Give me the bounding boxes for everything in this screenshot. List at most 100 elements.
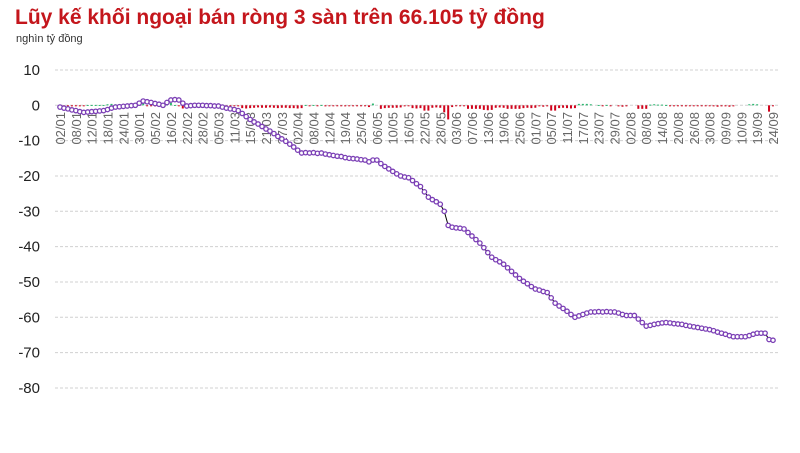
daily-bar <box>522 105 525 109</box>
x-tick-label: 07/06 <box>465 112 480 145</box>
daily-bar <box>772 105 774 107</box>
daily-bar <box>332 105 335 107</box>
daily-bar <box>720 105 723 107</box>
daily-bar <box>569 105 572 109</box>
y-tick-label: -60 <box>18 309 40 326</box>
x-tick-label: 05/07 <box>544 112 559 145</box>
daily-bar <box>356 105 359 107</box>
daily-bar <box>514 105 517 109</box>
data-point <box>235 107 242 114</box>
data-point <box>544 289 551 296</box>
daily-bar <box>601 105 604 107</box>
data-point <box>405 174 412 181</box>
x-tick-label: 29/07 <box>608 112 623 145</box>
chart-title: Lũy kế khối ngoại bán ròng 3 sàn trên 66… <box>15 6 545 29</box>
daily-bar <box>649 104 652 106</box>
daily-bar <box>324 105 327 107</box>
daily-bar <box>399 105 402 108</box>
daily-bar <box>276 105 279 109</box>
daily-bar <box>506 105 509 109</box>
x-tick-label: 19/04 <box>338 112 353 145</box>
daily-bar <box>245 105 248 109</box>
data-point <box>259 123 265 130</box>
daily-bar <box>292 105 295 109</box>
daily-bar <box>102 104 105 106</box>
data-point <box>381 163 388 170</box>
daily-bar <box>90 104 93 106</box>
daily-bar <box>344 105 347 107</box>
daily-bar <box>455 105 458 107</box>
daily-bar <box>692 105 695 107</box>
daily-bar <box>550 105 553 111</box>
daily-bar <box>526 105 529 108</box>
x-tick-label: 16/02 <box>164 112 179 145</box>
x-tick-label: 05/02 <box>148 112 163 145</box>
daily-bar <box>669 105 672 107</box>
daily-bar <box>288 105 291 109</box>
daily-bar <box>229 105 232 107</box>
daily-bar <box>688 105 691 107</box>
data-point <box>635 316 642 322</box>
daily-bar <box>257 105 260 108</box>
y-tick-label: -70 <box>18 345 40 362</box>
x-tick-label: 30/01 <box>132 112 147 145</box>
data-point <box>286 141 293 148</box>
daily-bar <box>712 105 715 107</box>
daily-bar <box>510 105 513 109</box>
daily-bar <box>106 104 109 106</box>
data-point <box>275 133 281 140</box>
daily-bar <box>169 102 172 106</box>
data-point <box>385 166 392 172</box>
data-point <box>389 168 396 175</box>
daily-bar <box>597 104 600 106</box>
daily-bar <box>554 105 557 111</box>
daily-bar <box>387 105 390 108</box>
data-point <box>267 128 273 134</box>
daily-bar <box>177 105 180 107</box>
daily-bar <box>439 105 442 108</box>
data-point <box>639 319 646 326</box>
daily-bar <box>419 105 422 109</box>
daily-bar <box>530 105 533 109</box>
daily-bar <box>459 105 462 107</box>
daily-bar <box>534 105 537 108</box>
data-point <box>520 278 527 285</box>
daily-bar <box>546 105 549 107</box>
daily-bar <box>261 105 264 108</box>
daily-bar <box>66 105 69 107</box>
x-tick-label: 09/09 <box>718 112 733 145</box>
cumulative-line <box>57 96 776 344</box>
daily-bar <box>98 104 101 106</box>
daily-bar <box>253 105 256 108</box>
daily-bar <box>70 105 73 107</box>
daily-bar <box>427 105 430 111</box>
daily-bar <box>486 105 489 111</box>
x-tick-label: 12/01 <box>85 112 100 145</box>
daily-bar <box>280 105 283 108</box>
daily-bar <box>558 105 561 109</box>
daily-bar <box>605 104 608 106</box>
x-tick-label: 25/04 <box>354 112 369 145</box>
data-point <box>290 144 297 150</box>
data-point <box>480 244 487 251</box>
daily-bar <box>360 105 363 107</box>
daily-bar <box>577 103 580 106</box>
daily-bar <box>379 105 382 109</box>
data-point <box>377 160 384 167</box>
daily-bar <box>641 105 644 109</box>
x-tick-label: 22/05 <box>417 112 432 145</box>
data-point <box>762 330 768 337</box>
x-tick-label: 11/03 <box>227 112 242 144</box>
data-point <box>512 272 519 278</box>
data-point <box>488 254 495 261</box>
daily-bar <box>403 105 406 107</box>
daily-bar <box>264 105 267 108</box>
data-point <box>484 249 491 256</box>
daily-bar <box>300 105 303 109</box>
daily-bar <box>581 103 584 106</box>
x-tick-label: 28/02 <box>196 112 211 145</box>
daily-bar <box>284 105 287 108</box>
daily-bar <box>110 103 113 106</box>
daily-bar <box>328 105 331 107</box>
daily-bar <box>340 105 343 107</box>
